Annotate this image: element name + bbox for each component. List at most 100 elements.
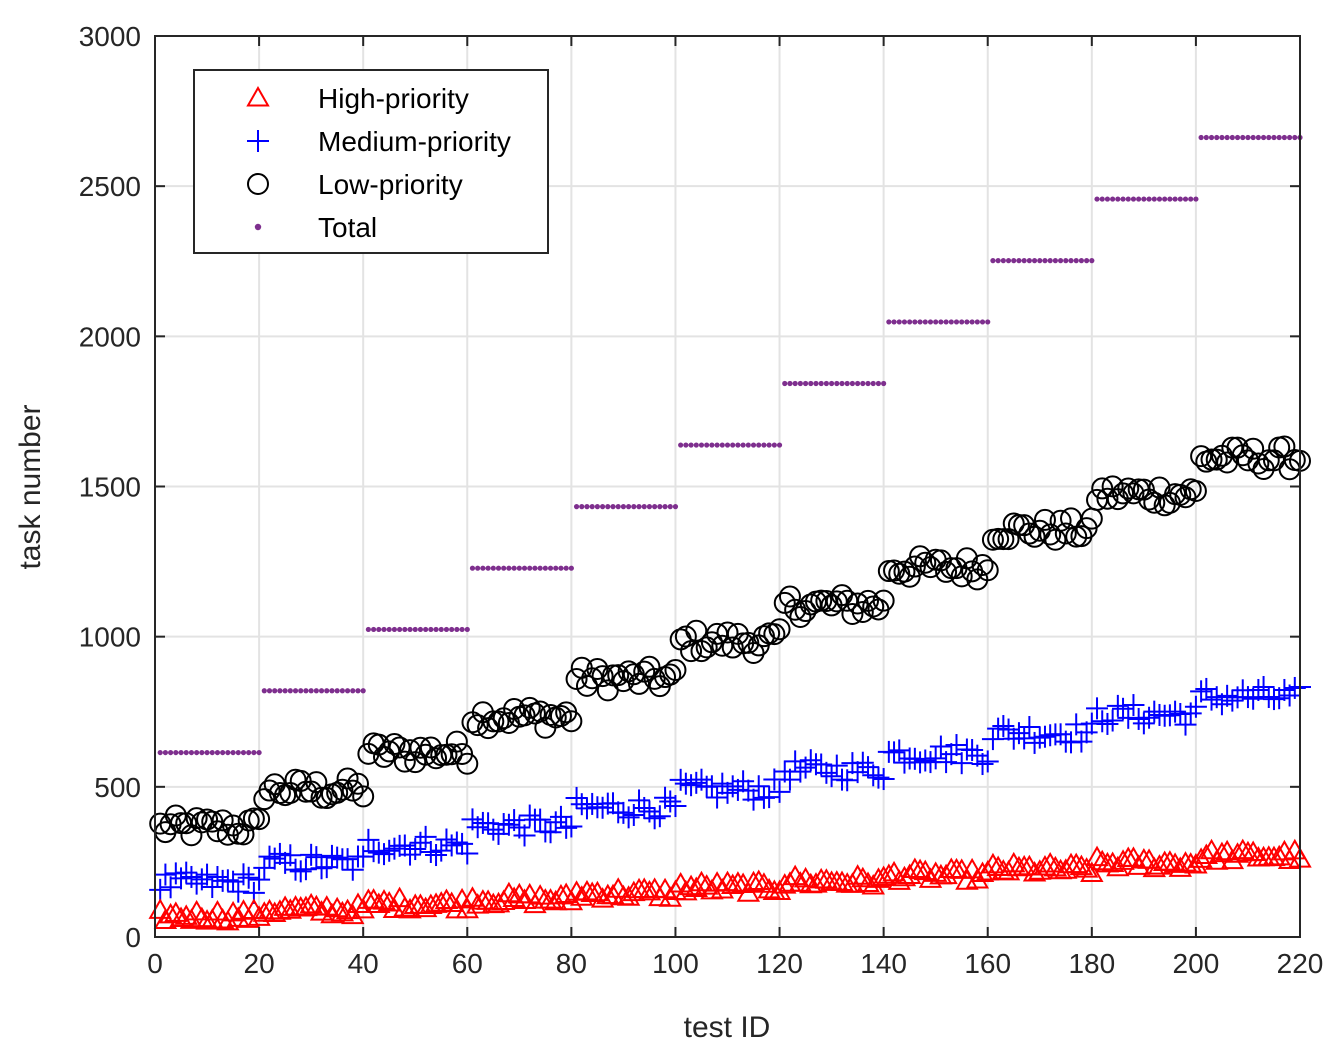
point-total bbox=[194, 749, 200, 756]
point-total bbox=[943, 319, 949, 325]
point-medium-priority bbox=[253, 856, 276, 879]
point-total bbox=[433, 626, 439, 633]
point-total bbox=[459, 626, 465, 633]
point-total bbox=[1073, 258, 1079, 264]
point-total bbox=[1000, 258, 1006, 264]
point-high-priority bbox=[679, 874, 703, 896]
point-total bbox=[511, 565, 517, 571]
point-medium-priority bbox=[414, 825, 437, 848]
point-high-priority bbox=[1038, 851, 1062, 873]
point-medium-priority bbox=[170, 867, 193, 890]
point-high-priority bbox=[897, 863, 922, 884]
point-low-priority bbox=[914, 551, 937, 574]
point-total bbox=[849, 380, 856, 387]
point-medium-priority bbox=[373, 843, 395, 866]
point-medium-priority bbox=[914, 749, 937, 772]
point-total bbox=[870, 380, 876, 387]
point-medium-priority bbox=[320, 844, 343, 867]
point-low-priority bbox=[185, 807, 208, 830]
point-total bbox=[272, 688, 278, 694]
point-low-priority bbox=[393, 750, 416, 773]
point-total bbox=[261, 688, 267, 694]
point-total bbox=[1266, 134, 1272, 141]
point-low-priority bbox=[440, 743, 463, 766]
point-high-priority bbox=[190, 906, 214, 928]
point-total bbox=[1260, 134, 1267, 141]
point-medium-priority bbox=[227, 880, 250, 903]
point-medium-priority bbox=[367, 841, 390, 864]
point-total bbox=[589, 504, 595, 510]
y-tick-label: 2000 bbox=[79, 321, 141, 352]
point-total bbox=[1115, 196, 1121, 202]
point-total bbox=[1057, 258, 1064, 264]
point-medium-priority bbox=[950, 752, 973, 775]
point-medium-priority bbox=[539, 821, 562, 844]
point-medium-priority bbox=[903, 747, 926, 770]
point-total bbox=[730, 442, 736, 448]
point-high-priority bbox=[856, 871, 880, 892]
point-total bbox=[844, 380, 850, 387]
point-total bbox=[1104, 196, 1111, 202]
point-medium-priority bbox=[518, 804, 541, 827]
point-medium-priority bbox=[1122, 694, 1145, 717]
point-total bbox=[220, 749, 226, 756]
point-total bbox=[698, 442, 705, 448]
point-low-priority bbox=[305, 771, 328, 794]
point-low-priority bbox=[1054, 522, 1077, 545]
point-total bbox=[933, 319, 939, 325]
point-total bbox=[865, 380, 871, 387]
point-medium-priority bbox=[352, 845, 375, 868]
point-total bbox=[672, 504, 679, 510]
x-tick-label: 180 bbox=[1068, 948, 1115, 979]
point-low-priority bbox=[659, 663, 682, 686]
point-total bbox=[771, 442, 777, 448]
point-high-priority bbox=[210, 907, 235, 929]
point-total bbox=[693, 442, 699, 448]
point-high-priority bbox=[262, 901, 287, 923]
point-low-priority bbox=[841, 603, 864, 626]
point-medium-priority bbox=[768, 780, 791, 803]
point-total bbox=[917, 319, 923, 325]
point-total bbox=[620, 504, 627, 510]
point-high-priority bbox=[153, 908, 178, 929]
point-total bbox=[485, 565, 491, 571]
point-total bbox=[381, 626, 387, 633]
point-total bbox=[834, 380, 840, 387]
point-low-priority bbox=[341, 779, 364, 802]
point-medium-priority bbox=[1252, 676, 1275, 699]
point-low-priority bbox=[955, 547, 978, 570]
point-high-priority bbox=[1231, 838, 1255, 860]
point-total bbox=[350, 688, 356, 694]
point-high-priority bbox=[476, 889, 500, 910]
point-high-priority bbox=[325, 896, 349, 918]
y-axis-label: task number bbox=[14, 404, 47, 569]
point-total bbox=[547, 565, 554, 571]
point-total bbox=[1047, 258, 1053, 264]
point-medium-priority bbox=[378, 839, 401, 862]
point-medium-priority bbox=[1127, 707, 1150, 730]
point-high-priority bbox=[804, 872, 828, 893]
point-medium-priority bbox=[1184, 695, 1207, 718]
point-high-priority bbox=[1194, 843, 1219, 865]
point-total bbox=[1151, 196, 1157, 202]
point-high-priority bbox=[726, 871, 750, 892]
point-medium-priority bbox=[258, 845, 281, 868]
point-total bbox=[412, 626, 418, 633]
point-total bbox=[605, 504, 611, 510]
point-medium-priority bbox=[232, 863, 255, 886]
point-total bbox=[532, 565, 538, 571]
point-total bbox=[402, 626, 408, 633]
point-total bbox=[891, 319, 897, 325]
point-low-priority bbox=[1117, 477, 1140, 500]
point-high-priority bbox=[439, 891, 464, 913]
point-low-priority bbox=[1143, 491, 1166, 514]
point-total bbox=[709, 442, 715, 448]
point-total bbox=[704, 442, 710, 448]
point-medium-priority bbox=[945, 734, 968, 757]
point-total bbox=[428, 626, 434, 633]
point-total bbox=[542, 565, 548, 571]
legend-label-medium-priority: Medium-priority bbox=[318, 126, 511, 157]
point-low-priority bbox=[331, 778, 354, 801]
point-low-priority bbox=[409, 736, 432, 759]
